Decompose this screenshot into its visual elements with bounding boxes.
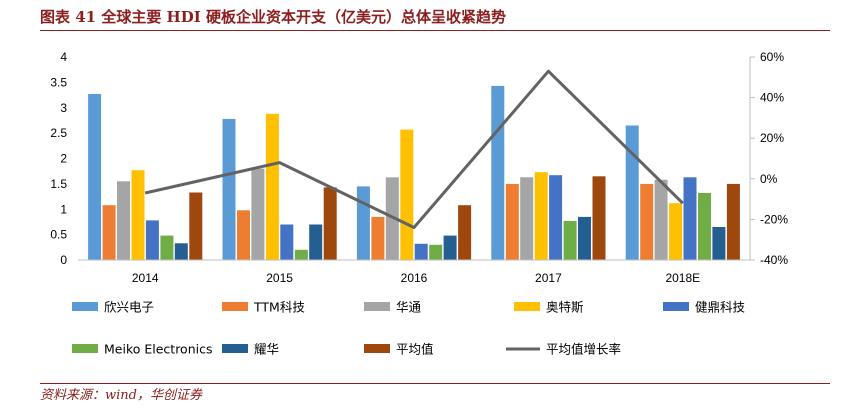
growth-rate-line [144, 69, 684, 229]
left-y-axis: 0 0.5 1 1.5 2 2.5 3 3.5 4 [50, 50, 67, 267]
bar-3-2014 [117, 181, 130, 260]
legend-item: 欣兴电子 [72, 300, 154, 315]
bar-5-2017 [549, 175, 563, 260]
legend-label: TTM科技 [253, 300, 305, 315]
bar-7-2016 [443, 235, 457, 260]
legend-item: 奥特斯 [514, 300, 584, 315]
right-y-tick-label: 0% [760, 172, 778, 186]
bar-8-2016 [458, 205, 472, 260]
bar-8-2015 [323, 187, 337, 260]
left-y-tick-label: 2.5 [50, 126, 67, 140]
x-tick-label: 2017 [535, 271, 562, 285]
bar-2-2018E [640, 183, 654, 260]
bar-6-2018E [698, 193, 711, 260]
legend-label: 奥特斯 [546, 300, 584, 315]
bar-4-2016 [400, 129, 414, 260]
source-divider [40, 383, 830, 384]
legend-swatch [514, 302, 540, 311]
right-y-tick-label: 40% [760, 91, 784, 105]
bar-7-2018E [712, 227, 726, 260]
bar-3-2018E [654, 179, 668, 260]
left-y-tick-label: 0 [60, 253, 67, 267]
title-divider [40, 30, 830, 31]
bar-6-2015 [294, 249, 308, 260]
left-y-tick-label: 2 [60, 152, 67, 166]
bar-5-2016 [414, 243, 428, 260]
bar-5-2014 [145, 220, 159, 260]
bar-4-2018E [669, 203, 683, 260]
x-axis: 2014 2015 2016 2017 2018E [78, 259, 750, 285]
x-tick-label: 2016 [401, 271, 428, 285]
x-tick-label: 2018E [665, 271, 700, 285]
left-y-tick-label: 4 [60, 50, 67, 64]
x-tick-label: 2014 [132, 271, 159, 285]
legend-label: Meiko Electronics [104, 342, 213, 357]
bar-6-2016 [429, 244, 443, 260]
bar-5-2015 [280, 224, 294, 260]
legend-item: Meiko Electronics [72, 342, 213, 357]
left-y-tick-label: 3 [60, 101, 67, 115]
bar-2-2014 [102, 205, 116, 260]
legend-item: 华通 [364, 300, 422, 315]
right-y-tick-label: 20% [760, 131, 784, 145]
left-y-tick-label: 3.5 [50, 75, 67, 89]
legend-swatch [663, 302, 689, 311]
left-y-tick-label: 1.5 [50, 177, 67, 191]
bar-2-2016 [371, 216, 385, 260]
source-note: 资料来源：wind，华创证券 [40, 388, 202, 403]
x-tick-label: 2015 [266, 271, 293, 285]
legend-swatch [364, 302, 390, 311]
bar-4-2015 [265, 113, 279, 260]
figure-title: 图表 41 全球主要 HDI 硬板企业资本开支（亿美元）总体呈收紧趋势 [40, 8, 506, 26]
left-y-tick-label: 1 [60, 202, 67, 216]
bar-6-2014 [160, 235, 174, 260]
bar-2-2015 [237, 210, 250, 260]
bar-2-2017 [505, 183, 519, 260]
bar-7-2014 [174, 243, 188, 260]
bar-8-2017 [592, 176, 606, 260]
legend-swatch [222, 344, 248, 353]
legend-label: 健鼎科技 [695, 300, 746, 315]
left-y-tick-label: 0.5 [50, 228, 67, 242]
legend-item: 平均值 [364, 342, 434, 357]
legend: 欣兴电子 TTM科技 华通 奥特斯 健鼎科技 Meiko Electronics 耀华 平均值… [72, 300, 746, 357]
bar-1-2015 [222, 118, 236, 261]
legend-label: 欣兴电子 [104, 300, 154, 315]
plot-area [88, 69, 740, 261]
legend-label: 耀华 [254, 342, 279, 357]
legend-swatch [72, 302, 98, 311]
legend-swatch [222, 302, 248, 311]
bar-1-2016 [356, 186, 370, 260]
right-y-axis: -40% -20% 0% 20% 40% 60% [749, 50, 788, 267]
bar-1-2017 [491, 85, 505, 261]
legend-item: 平均值增长率 [506, 342, 621, 357]
bar-8-2014 [189, 192, 203, 260]
chart-area: 0 0.5 1 1.5 2 2.5 3 3.5 4 -40% -20% 0% 20% 40% 60% 20… [50, 50, 788, 357]
legend-label: 华通 [396, 300, 422, 315]
bar-5-2018E [683, 177, 697, 260]
right-y-tick-label: -20% [760, 212, 788, 226]
right-y-tick-label: -40% [760, 253, 788, 267]
legend-item: TTM科技 [222, 300, 305, 315]
bar-7-2015 [309, 224, 323, 260]
bar-7-2017 [578, 216, 591, 260]
bar-8-2018E [726, 183, 740, 260]
bar-3-2015 [251, 168, 265, 260]
legend-label: 平均值增长率 [546, 342, 621, 357]
bar-6-2017 [563, 220, 577, 260]
legend-item: 耀华 [222, 342, 279, 357]
legend-swatch [364, 344, 390, 353]
right-y-tick-label: 60% [760, 50, 784, 64]
bar-3-2017 [520, 177, 534, 260]
legend-label: 平均值 [396, 342, 434, 357]
bar-1-2018E [625, 125, 639, 260]
legend-item: 健鼎科技 [663, 300, 746, 315]
bar-4-2017 [534, 172, 548, 260]
bar-4-2014 [131, 170, 145, 260]
bar-1-2014 [88, 94, 102, 260]
legend-swatch [72, 344, 98, 353]
